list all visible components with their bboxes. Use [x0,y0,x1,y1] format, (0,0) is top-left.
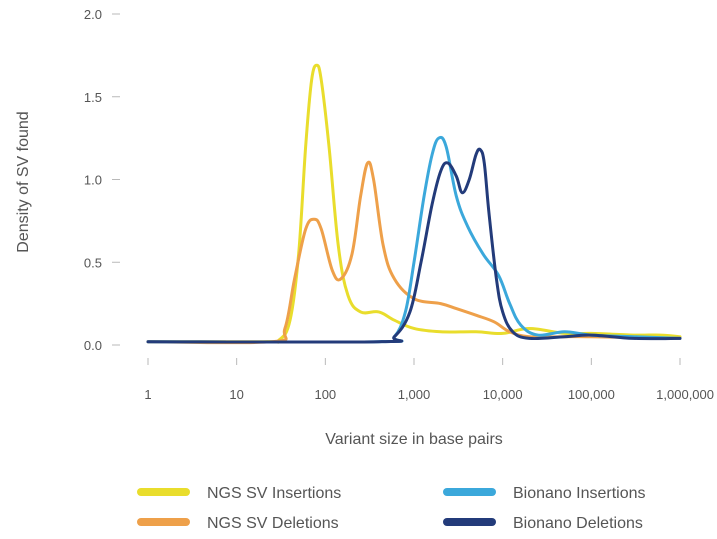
x-axis-title: Variant size in base pairs [325,431,503,448]
legend-label-ngs-sv-insertions: NGS SV Insertions [207,485,341,502]
y-tick-label: 2.0 [84,7,102,22]
x-tick-label: 100 [314,387,336,402]
plot-lines [146,63,682,345]
x-tick-label: 1,000,000 [656,387,714,402]
x-tick-label: 10,000 [483,387,523,402]
y-axis-title: Density of SV found [15,111,32,252]
x-tick-label: 1 [144,387,151,402]
legend: NGS SV Insertions NGS SV Deletions Bionano… [137,485,646,532]
x-tick-label: 1,000 [398,387,431,402]
legend-label-bionano-insertions: Bionano Insertions [513,485,646,502]
y-tick-label: 0.5 [84,255,102,270]
legend-label-ngs-sv-deletions: NGS SV Deletions [207,515,339,532]
legend-label-bionano-deletions: Bionano Deletions [513,515,643,532]
y-axis: 0.0 0.5 1.0 1.5 2.0 [84,7,120,353]
x-tick-label: 10 [229,387,243,402]
y-tick-label: 1.5 [84,90,102,105]
series-line-bionano-deletions [146,147,682,344]
x-axis: 1 10 100 1,000 10,000 100,000 1,000,000 [144,358,714,402]
y-tick-label: 1.0 [84,173,102,188]
series-line-ngs-sv-deletions [146,160,682,345]
x-tick-label: 100,000 [568,387,615,402]
y-tick-label: 0.0 [84,338,102,353]
series-line-bionano-insertions [146,135,682,344]
